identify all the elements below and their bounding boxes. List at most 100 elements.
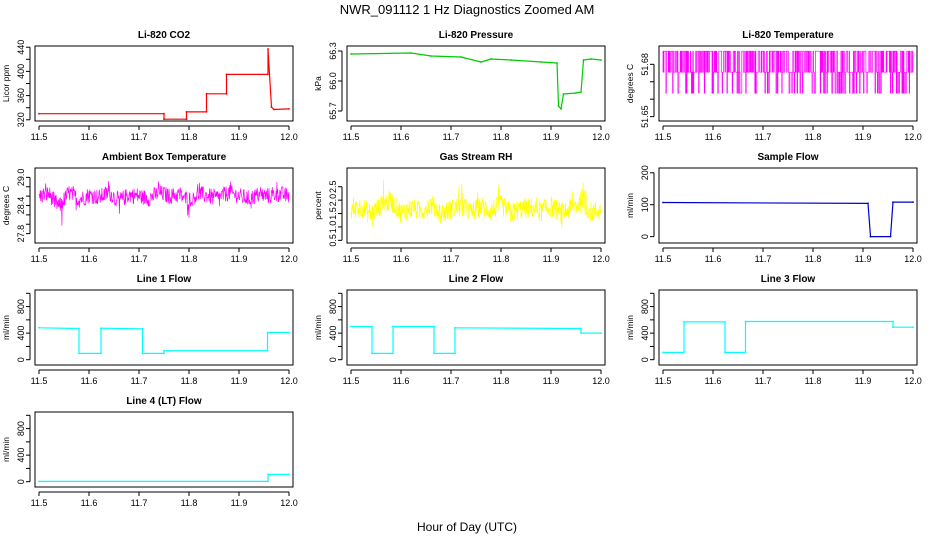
data-point (392, 325, 394, 328)
data-point (724, 351, 726, 354)
data-point (273, 108, 275, 111)
x-tick-label: 11.5 (343, 132, 360, 142)
data-point (267, 48, 269, 50)
x-tick-label: 11.7 (131, 498, 148, 508)
x-axis: 11.5 11.6 11.7 11.8 11.9 12.0 (655, 247, 922, 264)
data-point (454, 352, 456, 355)
series-line (39, 473, 289, 482)
data-point (600, 59, 602, 61)
y-tick-label: 400 (640, 326, 650, 341)
panel-rh: Gas Stream RH 11.5 11.6 11.7 11.8 11.9 12.0 0.5… (313, 152, 610, 264)
y-tick-label: 440 (16, 40, 26, 55)
panel-temperature: Li-820 Temperature 11.5 11.6 11.7 11.8 11.9 12… (625, 30, 922, 142)
y-tick-label: 0 (640, 234, 650, 239)
data-point (267, 73, 269, 76)
x-tick-label: 11.5 (31, 254, 48, 264)
x-tick-label: 11.5 (31, 132, 48, 142)
data-point (892, 201, 894, 204)
data-point (430, 55, 432, 57)
x-axis: 11.5 11.6 11.7 11.8 11.9 12.0 (343, 125, 610, 142)
x-axis: 11.5 11.6 11.7 11.8 11.9 12.0 (343, 247, 610, 264)
series-line (663, 320, 913, 353)
data-point (205, 111, 208, 113)
x-tick-label: 11.7 (755, 132, 772, 142)
y-tick-label: 2.0 (328, 194, 338, 207)
x-tick-label: 11.9 (231, 254, 248, 264)
x-tick-label: 11.5 (343, 254, 360, 264)
y-tick-label: 400 (16, 326, 26, 341)
panel-title: Gas Stream RH (440, 152, 513, 163)
y-tick-label: 800 (328, 299, 338, 314)
y-tick-label: 320 (16, 112, 26, 127)
y-axis-label: degrees C (625, 64, 635, 103)
y-tick-label: 0 (16, 357, 26, 362)
x-axis: 11.5 11.6 11.7 11.8 11.9 12.0 (31, 125, 298, 142)
data-point (683, 351, 685, 354)
y-axis: 65.7 66.0 66.3 (328, 42, 343, 120)
panel-line3: Line 3 Flow 11.5 11.6 11.7 11.8 11.9 12.0 0 400 8… (625, 274, 922, 386)
plot-frame (658, 167, 918, 244)
x-tick-label: 11.9 (231, 132, 248, 142)
data-point (662, 351, 664, 354)
panel-title: Li-820 Temperature (742, 30, 834, 41)
plot-frame (346, 45, 606, 122)
x-tick-label: 12.0 (280, 254, 298, 264)
data-point (350, 53, 352, 55)
x-tick-label: 11.6 (705, 376, 722, 386)
series-line (662, 50, 914, 94)
x-tick-label: 11.6 (81, 132, 98, 142)
data-point (889, 235, 892, 238)
x-tick-label: 11.9 (855, 254, 872, 264)
x-tick-label: 11.8 (181, 254, 198, 264)
y-axis: 0 400 800 (16, 414, 31, 484)
panel-sample_flow: Sample Flow 11.5 11.6 11.7 11.8 11.9 12.0 0 100 2… (625, 152, 922, 264)
panel-title: Line 3 Flow (761, 274, 816, 285)
x-tick-label: 11.9 (543, 132, 560, 142)
x-axis: 11.5 11.6 11.7 11.8 11.9 12.0 (655, 369, 922, 386)
x-axis: 11.5 11.6 11.7 11.8 11.9 12.0 (31, 369, 298, 386)
panel-co2: Li-820 CO2 11.5 11.6 11.7 11.8 11.9 12.0 320 360… (1, 30, 298, 142)
data-point (38, 480, 40, 483)
data-point (460, 56, 462, 58)
data-point (288, 108, 290, 110)
x-tick-label: 11.5 (655, 254, 672, 264)
data-point (582, 59, 585, 61)
y-axis-label: percent (313, 191, 323, 220)
y-tick-label: 360 (16, 88, 26, 103)
x-tick-label: 11.7 (443, 254, 460, 264)
x-tick-label: 12.0 (904, 254, 922, 264)
data-point (867, 202, 869, 205)
data-point (912, 326, 914, 329)
x-tick-label: 12.0 (592, 254, 610, 264)
y-axis: 0 100 200 (640, 165, 655, 239)
y-tick-label: 65.7 (328, 102, 338, 120)
data-point (410, 52, 412, 54)
data-point (556, 62, 558, 64)
x-tick-label: 11.8 (181, 132, 198, 142)
panel-line1: Line 1 Flow 11.5 11.6 11.7 11.8 11.9 12.0 0 400 8… (1, 274, 298, 386)
data-point (433, 352, 435, 355)
data-point (225, 92, 228, 95)
x-tick-label: 11.7 (131, 376, 148, 386)
data-point (433, 325, 435, 328)
data-point (267, 473, 269, 476)
x-tick-label: 12.0 (592, 132, 610, 142)
y-tick-label: 0 (328, 357, 338, 362)
x-tick-label: 12.0 (904, 376, 922, 386)
x-tick-label: 11.9 (855, 376, 872, 386)
y-axis: 27.8 28.4 29.0 (16, 169, 31, 242)
x-tick-label: 12.0 (280, 132, 298, 142)
data-point (163, 352, 165, 355)
series-line (39, 48, 290, 120)
x-tick-label: 11.6 (81, 376, 98, 386)
x-axis: 11.5 11.6 11.7 11.8 11.9 12.0 (655, 125, 922, 142)
y-axis-label: degrees C (1, 186, 11, 225)
y-tick-label: 400 (328, 326, 338, 341)
y-axis-label: ml/min (625, 315, 635, 340)
x-tick-label: 12.0 (592, 376, 610, 386)
data-point (163, 112, 165, 115)
data-point (580, 327, 582, 330)
panel-line2: Line 2 Flow 11.5 11.6 11.7 11.8 11.9 12.0 0 400 8… (313, 274, 610, 386)
data-point (744, 351, 747, 354)
